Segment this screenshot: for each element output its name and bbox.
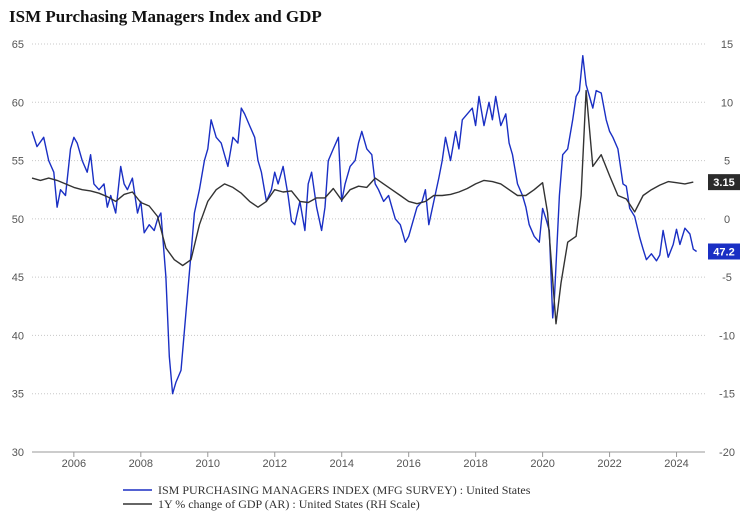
value-label-box (708, 243, 740, 260)
y-left-tick-label: 55 (12, 156, 24, 168)
x-tick-label: 2010 (196, 458, 220, 470)
y-left-tick-label: 60 (12, 97, 24, 109)
y-left-tick-label: 40 (12, 330, 24, 342)
axes: 30 35 40 45 50 55 60 65 -20 -15 -10 -5 0 5 10 15 2006 200… (12, 39, 735, 470)
y-left-tick-label: 50 (12, 214, 24, 226)
x-tick-label: 2008 (129, 458, 153, 470)
gdp-last-value-label: 3.15 (708, 174, 740, 191)
series-lines (31, 55, 698, 395)
ism-pmi-line (31, 55, 698, 395)
y-right-tick-label: 15 (721, 39, 733, 51)
value-label-text: 47.2 (713, 246, 734, 258)
y-left-tick-label: 35 (12, 389, 24, 401)
value-label-text: 3.15 (713, 177, 734, 189)
x-tick-label: 2018 (463, 458, 487, 470)
x-tick-label: 2014 (329, 458, 353, 470)
gdp-change-line (31, 89, 694, 325)
x-tick-label: 2020 (530, 458, 554, 470)
y-right-tick-label: -5 (722, 272, 732, 284)
x-tick-label: 2006 (62, 458, 86, 470)
y-left-tick-label: 45 (12, 272, 24, 284)
chart-title: ISM Purchasing Managers Index and GDP (9, 7, 322, 26)
y-right-tick-label: 10 (721, 97, 733, 109)
y-right-tick-label: 5 (724, 156, 730, 168)
x-tick-label: 2024 (664, 458, 688, 470)
ism-last-value-label: 47.2 (708, 243, 740, 260)
y-right-tick-label: 0 (724, 214, 730, 226)
y-right-tick-label: -20 (719, 447, 735, 459)
y-left-tick-label: 65 (12, 39, 24, 51)
y-right-tick-label: -10 (719, 330, 735, 342)
y-left-tick-label: 30 (12, 447, 24, 459)
legend: ISM PURCHASING MANAGERS INDEX (MFG SURVE… (123, 483, 531, 511)
value-labels: 47.2 3.15 (708, 174, 740, 260)
legend-label: ISM PURCHASING MANAGERS INDEX (MFG SURVE… (158, 483, 531, 497)
legend-label: 1Y % change of GDP (AR) : United States … (158, 497, 420, 511)
x-tick-label: 2022 (597, 458, 621, 470)
value-label-box (708, 174, 740, 191)
x-tick-label: 2012 (263, 458, 287, 470)
x-tick-label: 2016 (396, 458, 420, 470)
y-right-tick-label: -15 (719, 389, 735, 401)
grid-lines (32, 43, 705, 395)
